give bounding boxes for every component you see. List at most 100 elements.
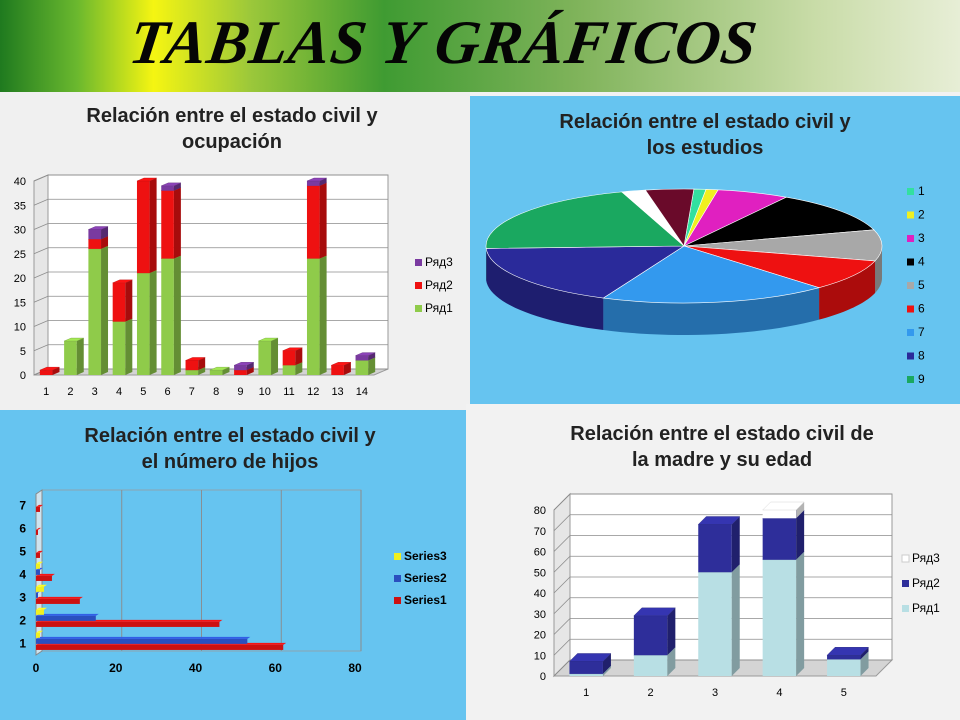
bar-segment [827, 659, 861, 676]
bar-segment [161, 185, 174, 191]
pie-slice [683, 245, 876, 288]
bar-top [355, 352, 376, 356]
chart-panel-occupation: Relación entre el estado civil y ocupació… [0, 92, 470, 410]
bar-segment [569, 673, 603, 676]
gridline [33, 247, 388, 255]
y-tick-label: 5 [20, 346, 26, 358]
y-tick-label: 0 [540, 671, 546, 683]
page-title: TABLAS Y GRÁFICOS [125, 9, 762, 77]
bar-side [319, 182, 327, 259]
x-tick-label: 14 [356, 386, 368, 398]
legend-swatch [394, 575, 401, 582]
legend-label: Series1 [404, 593, 447, 607]
chart-title: los estudios [647, 137, 764, 159]
bar [36, 586, 44, 592]
pie-slice-side [875, 246, 882, 293]
bar-side [295, 362, 303, 375]
y-tick-label: 80 [534, 505, 546, 517]
x-tick-label: 80 [348, 661, 362, 675]
bar-segment [762, 559, 797, 676]
chart-panel-children: Relación entre el estado civil y el númer… [0, 410, 466, 720]
bar [36, 615, 96, 621]
x-tick-label: 3 [712, 687, 718, 699]
gridline [33, 271, 388, 279]
legend-swatch [907, 211, 914, 219]
bar-segment [64, 341, 77, 375]
chart-panel-age: Relación entre el estado civil de la madr… [466, 404, 960, 720]
legend-label: 5 [918, 278, 925, 292]
x-tick-label: 1 [583, 687, 589, 699]
y-tick-label: 2 [19, 614, 26, 628]
bar-top [282, 347, 303, 351]
bar-side [319, 178, 327, 186]
bar-segment [306, 258, 320, 375]
legend-label: 6 [918, 302, 925, 316]
bar [36, 563, 40, 569]
bar [36, 621, 220, 627]
bar-top [64, 337, 84, 342]
bar-side [198, 367, 206, 375]
pie-slice-side [603, 287, 820, 335]
bar-segment [112, 321, 126, 375]
x-tick-label: 4 [776, 687, 782, 699]
bar-segment [282, 350, 296, 366]
chart-studies: Relación entre el estado civil y los estu… [485, 111, 925, 386]
bar-side [602, 665, 611, 676]
bar [36, 592, 38, 598]
bar-segment [762, 518, 797, 560]
bar-side [602, 653, 611, 674]
legend-label: Series3 [404, 549, 447, 563]
legend-label: 9 [918, 372, 925, 386]
bar-top [568, 653, 612, 662]
bar-top [112, 279, 133, 284]
legend-swatch [907, 188, 914, 195]
bar-segment [234, 365, 247, 371]
bar-segment [88, 229, 102, 240]
y-tick-label: 30 [534, 609, 546, 621]
legend-label: Ряд1 [912, 601, 940, 615]
bar-side [149, 270, 157, 375]
legend-label: 8 [918, 349, 925, 363]
x-tick-label: 20 [109, 661, 123, 675]
x-tick-label: 0 [33, 661, 40, 675]
bar-segment [136, 273, 150, 375]
bar-side [731, 516, 740, 573]
bar-top [36, 584, 47, 587]
chart-panel-studies: Relación entre el estado civil y los estu… [470, 96, 960, 404]
bar [36, 569, 40, 575]
bar-top [36, 596, 83, 599]
bar-top [762, 501, 805, 511]
bar-segment [258, 341, 272, 375]
pie-slice [485, 245, 686, 299]
legend-label: 1 [918, 184, 925, 198]
x-tick-label: 2 [648, 687, 654, 699]
bar [36, 552, 40, 558]
legend-swatch [907, 352, 914, 360]
bar-side [796, 551, 805, 676]
legend-swatch [902, 580, 909, 587]
chart-title: ocupación [182, 131, 282, 153]
bar-top [697, 516, 741, 525]
bar-top [234, 362, 254, 366]
bar-top [36, 630, 43, 633]
bar-top [36, 613, 99, 616]
bar [36, 506, 40, 512]
y-tick-label: 40 [534, 588, 546, 600]
bar-side [222, 367, 230, 375]
x-tick-label: 7 [189, 386, 195, 398]
bar-segment [161, 190, 174, 259]
bar-segment [161, 258, 174, 375]
bar-side [667, 647, 676, 676]
legend-swatch [415, 259, 422, 266]
legend-swatch [907, 235, 914, 242]
x-tick-label: 6 [165, 386, 171, 398]
bar-side [860, 647, 869, 660]
y-tick-label: 20 [14, 273, 26, 285]
bar-segment [185, 360, 199, 371]
pie-slice [602, 245, 821, 304]
bar-top [306, 177, 327, 182]
bar-segment [88, 248, 102, 375]
y-tick-label: 0 [20, 370, 26, 382]
y-tick-label: 30 [14, 225, 26, 237]
bar-top [36, 550, 43, 553]
